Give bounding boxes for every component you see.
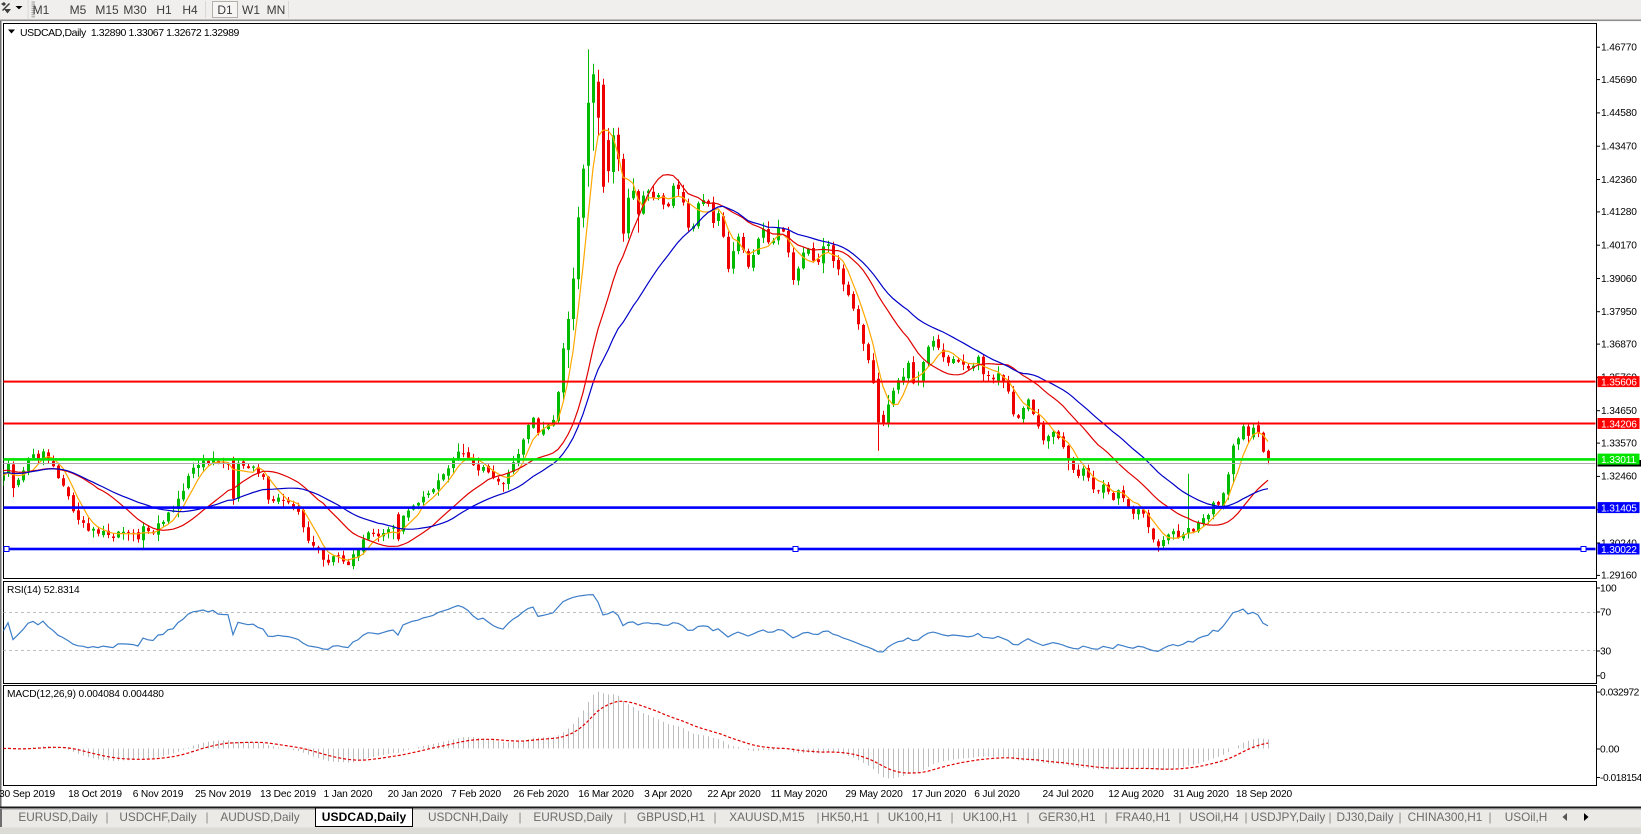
svg-text:MACD(12,26,9) 0.004084 0.00448: MACD(12,26,9) 0.004084 0.004480	[7, 689, 164, 700]
svg-text:1.41280: 1.41280	[1601, 207, 1637, 218]
svg-text:26 Feb 2020: 26 Feb 2020	[513, 789, 569, 800]
svg-text:M5: M5	[70, 3, 87, 17]
svg-text:70: 70	[1600, 607, 1612, 618]
svg-text:M30: M30	[123, 3, 147, 17]
svg-text:30: 30	[1600, 646, 1612, 657]
svg-text:AUDUSD,Daily: AUDUSD,Daily	[220, 810, 299, 824]
svg-text:MN: MN	[267, 3, 286, 17]
svg-text:1.32460: 1.32460	[1601, 472, 1637, 483]
svg-text:20 Jan 2020: 20 Jan 2020	[388, 789, 443, 800]
svg-text:|: |	[1178, 810, 1181, 824]
svg-text:13 Dec 2019: 13 Dec 2019	[260, 789, 317, 800]
svg-text:|: |	[713, 810, 716, 824]
svg-text:|: |	[1244, 810, 1247, 824]
svg-text:|: |	[1398, 810, 1401, 824]
svg-text:3 Apr 2020: 3 Apr 2020	[644, 789, 692, 800]
svg-text:18 Oct 2019: 18 Oct 2019	[68, 789, 122, 800]
svg-text:GER30,H1: GER30,H1	[1038, 810, 1095, 824]
svg-text:USOil,H: USOil,H	[1505, 810, 1548, 824]
svg-text:USDCAD,Daily 1.32890 1.33067: USDCAD,Daily 1.32890 1.33067 1.32672 1.3…	[20, 27, 240, 39]
svg-text:18 Sep 2020: 18 Sep 2020	[1236, 789, 1293, 800]
svg-text:6 Nov 2019: 6 Nov 2019	[133, 789, 184, 800]
svg-text:|: |	[518, 810, 521, 824]
svg-text:-0.018154: -0.018154	[1600, 773, 1641, 784]
svg-text:USOil,H4: USOil,H4	[1189, 810, 1239, 824]
svg-text:1.30022: 1.30022	[1601, 545, 1637, 556]
svg-text:1.34206: 1.34206	[1601, 419, 1637, 430]
svg-text:|: |	[950, 810, 953, 824]
svg-text:1.44580: 1.44580	[1601, 108, 1637, 119]
svg-text:CHINA300,H1: CHINA300,H1	[1408, 810, 1483, 824]
svg-text:1.34650: 1.34650	[1601, 406, 1637, 417]
svg-text:1.33011: 1.33011	[1601, 455, 1637, 466]
svg-text:GBPUSD,H1: GBPUSD,H1	[637, 810, 705, 824]
svg-text:1.37950: 1.37950	[1601, 307, 1637, 318]
svg-text:6 Jul 2020: 6 Jul 2020	[974, 789, 1020, 800]
svg-text:17 Jun 2020: 17 Jun 2020	[912, 789, 967, 800]
svg-text:100: 100	[1600, 583, 1617, 594]
svg-text:30 Sep 2019: 30 Sep 2019	[0, 789, 56, 800]
svg-text:12 Aug 2020: 12 Aug 2020	[1108, 789, 1164, 800]
svg-text:M15: M15	[95, 3, 119, 17]
svg-text:|: |	[876, 810, 879, 824]
svg-text:|: |	[816, 810, 819, 824]
svg-text:H4: H4	[182, 3, 198, 17]
svg-text:HK50,H1: HK50,H1	[821, 810, 869, 824]
svg-text:|: |	[623, 810, 626, 824]
svg-text:1.33570: 1.33570	[1601, 438, 1637, 449]
svg-text:16 Mar 2020: 16 Mar 2020	[578, 789, 634, 800]
svg-text:1 Jan 2020: 1 Jan 2020	[324, 789, 373, 800]
svg-text:0.032972: 0.032972	[1600, 687, 1640, 698]
svg-text:25 Nov 2019: 25 Nov 2019	[195, 789, 252, 800]
svg-text:1.31405: 1.31405	[1601, 503, 1637, 514]
svg-text:EURUSD,Daily: EURUSD,Daily	[18, 810, 97, 824]
svg-text:USDJPY,Daily: USDJPY,Daily	[1251, 810, 1326, 824]
svg-text:|: |	[105, 810, 108, 824]
svg-text:H1: H1	[156, 3, 172, 17]
svg-text:1.45690: 1.45690	[1601, 75, 1637, 86]
svg-text:|: |	[1328, 810, 1331, 824]
svg-text:EURUSD,Daily: EURUSD,Daily	[533, 810, 612, 824]
svg-text:|: |	[1104, 810, 1107, 824]
svg-text:|: |	[1026, 810, 1029, 824]
svg-text:11 May 2020: 11 May 2020	[771, 789, 828, 800]
svg-text:UK100,H1: UK100,H1	[888, 810, 942, 824]
svg-text:1.29160: 1.29160	[1601, 571, 1637, 582]
svg-text:FRA40,H1: FRA40,H1	[1115, 810, 1170, 824]
svg-text:29 May 2020: 29 May 2020	[845, 789, 903, 800]
svg-text:1.40170: 1.40170	[1601, 241, 1637, 252]
svg-text:1.39060: 1.39060	[1601, 274, 1637, 285]
svg-text:1.42360: 1.42360	[1601, 175, 1637, 186]
svg-text:D1: D1	[217, 3, 233, 17]
svg-text:USDCNH,Daily: USDCNH,Daily	[428, 810, 508, 824]
svg-text:DJ30,Daily: DJ30,Daily	[1336, 810, 1393, 824]
svg-text:RSI(14) 52.8314: RSI(14) 52.8314	[7, 585, 80, 596]
svg-text:USDCAD,Daily: USDCAD,Daily	[322, 810, 407, 824]
svg-text:1.36870: 1.36870	[1601, 339, 1637, 350]
svg-text:1.43470: 1.43470	[1601, 142, 1637, 153]
svg-text:UK100,H1: UK100,H1	[963, 810, 1017, 824]
svg-text:1.35606: 1.35606	[1601, 377, 1637, 388]
svg-text:XAUUSD,M15: XAUUSD,M15	[729, 810, 805, 824]
svg-text:M1: M1	[33, 3, 50, 17]
svg-text:0: 0	[1600, 671, 1606, 682]
svg-text:W1: W1	[242, 3, 260, 17]
svg-text:31 Aug 2020: 31 Aug 2020	[1173, 789, 1229, 800]
svg-text:|: |	[205, 810, 208, 824]
svg-text:22 Apr 2020: 22 Apr 2020	[707, 789, 761, 800]
svg-text:1.46770: 1.46770	[1601, 43, 1637, 54]
svg-text:USDCHF,Daily: USDCHF,Daily	[119, 810, 196, 824]
svg-text:|: |	[1488, 810, 1491, 824]
svg-text:7 Feb 2020: 7 Feb 2020	[451, 789, 502, 800]
svg-text:0.00: 0.00	[1600, 744, 1620, 755]
svg-text:24 Jul 2020: 24 Jul 2020	[1042, 789, 1094, 800]
